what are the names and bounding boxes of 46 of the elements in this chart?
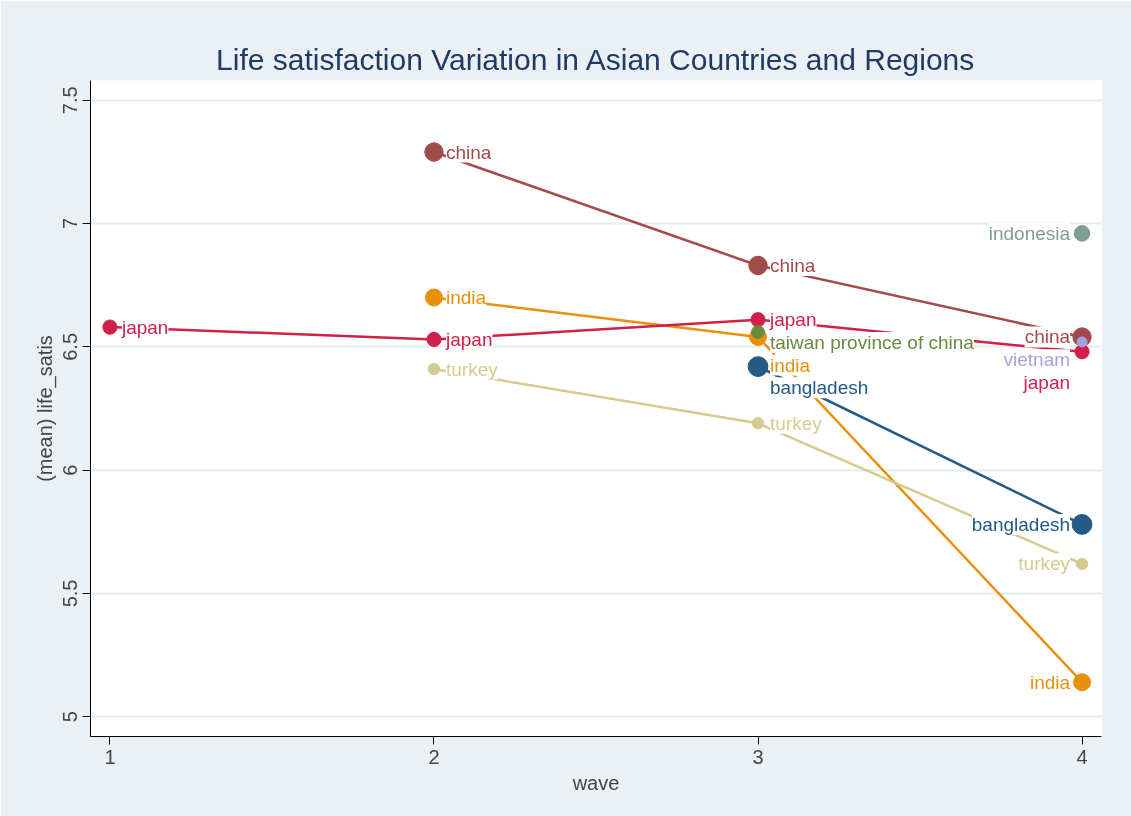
y-tick-label: 5 bbox=[59, 711, 82, 723]
series-label: bangladesh bbox=[971, 513, 1071, 535]
chart-title: Life satisfaction Variation in Asian Countries and Regions bbox=[216, 42, 975, 76]
y-tick-label: 6 bbox=[59, 464, 82, 476]
series-label: indonesia bbox=[988, 222, 1071, 244]
text: india bbox=[770, 354, 811, 376]
text: china bbox=[445, 141, 492, 163]
series-label: turkey bbox=[445, 358, 499, 380]
x-tick-label: 3 bbox=[752, 745, 764, 768]
point bbox=[426, 331, 442, 348]
point bbox=[1075, 557, 1089, 571]
series-label: india bbox=[445, 287, 487, 309]
text: japan bbox=[1023, 371, 1071, 393]
text: bangladesh bbox=[770, 377, 869, 399]
series-label: china bbox=[1024, 326, 1071, 348]
y-tick-label: 7.5 bbox=[59, 86, 82, 115]
x-tick-label: 4 bbox=[1076, 745, 1088, 768]
text: japan bbox=[445, 328, 493, 350]
series-label: vietnam bbox=[1003, 349, 1071, 371]
series-label: taiwan province of china bbox=[770, 331, 975, 353]
text: turkey bbox=[1018, 553, 1071, 575]
point bbox=[1073, 673, 1092, 692]
text: india bbox=[1029, 671, 1071, 693]
point bbox=[424, 142, 444, 162]
text: turkey bbox=[770, 412, 822, 434]
text: japan bbox=[770, 309, 817, 331]
x-tick-label: 1 bbox=[104, 745, 116, 768]
point bbox=[1073, 225, 1091, 242]
point bbox=[751, 417, 765, 430]
point bbox=[748, 255, 768, 276]
y-axis-title: (mean) life_satis bbox=[33, 335, 57, 482]
y-tick-label: 7 bbox=[59, 217, 82, 230]
y-tick-label: 5.5 bbox=[59, 579, 82, 608]
text: china bbox=[770, 254, 816, 276]
x-axis-title: wave bbox=[571, 771, 620, 794]
point bbox=[747, 356, 769, 377]
point bbox=[751, 325, 765, 339]
y-tick-label: 6.5 bbox=[59, 332, 82, 361]
point bbox=[424, 288, 443, 307]
point bbox=[750, 312, 766, 328]
point bbox=[427, 362, 441, 376]
x-tick-label: 2 bbox=[428, 745, 440, 768]
point bbox=[1074, 344, 1090, 360]
point bbox=[1071, 514, 1093, 535]
series-label: japan bbox=[120, 316, 169, 338]
point bbox=[102, 319, 118, 335]
